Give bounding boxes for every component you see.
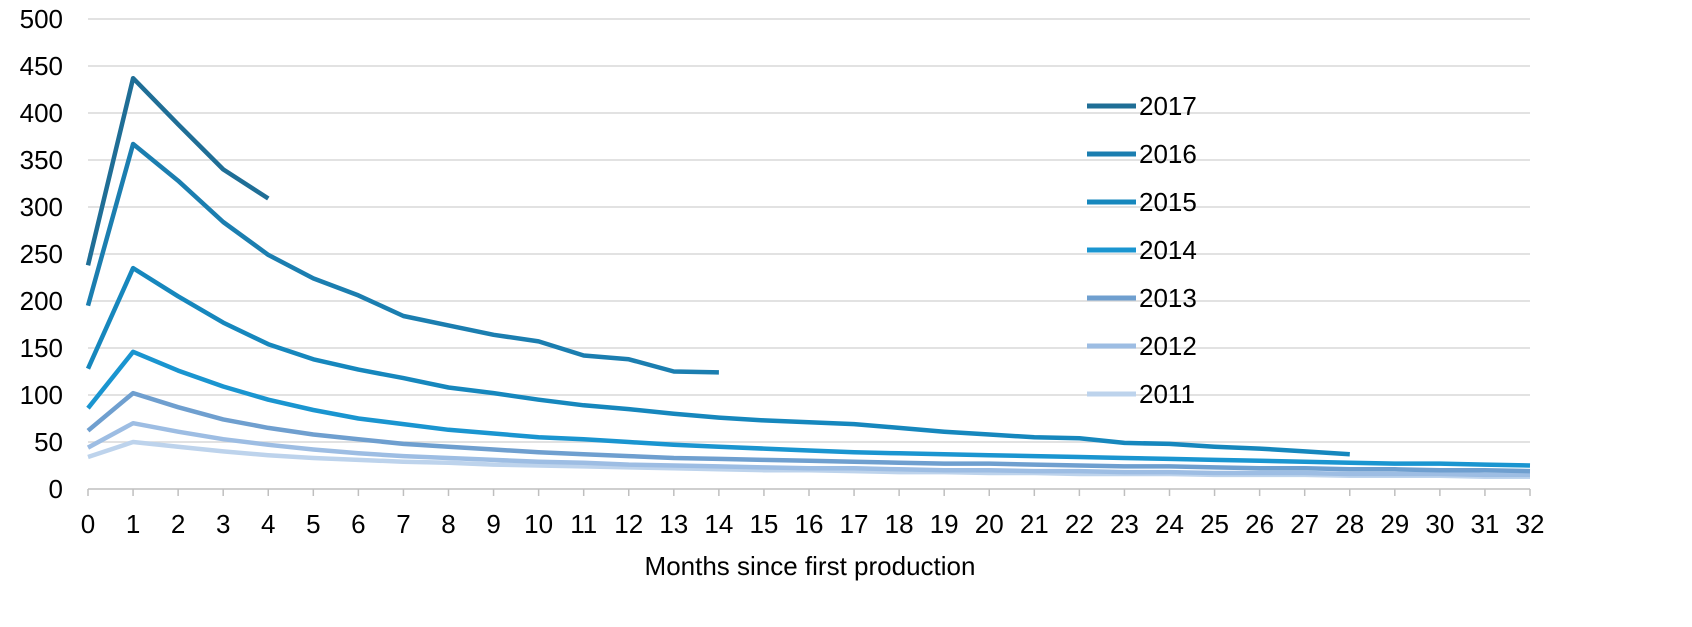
x-tick-label: 24 (1155, 509, 1184, 539)
y-tick-label: 200 (20, 286, 63, 316)
x-tick-label: 11 (570, 509, 597, 539)
series-line-2015 (85, 265, 1350, 457)
legend-label-2015: 2015 (1139, 187, 1197, 217)
x-tick-label: 19 (930, 509, 959, 539)
y-tick-label: 100 (20, 380, 63, 410)
x-tick-label: 18 (885, 509, 914, 539)
y-tick-label: 300 (20, 192, 63, 222)
y-tick-label: 400 (20, 98, 63, 128)
series-lines (85, 75, 1531, 480)
x-tick-label: 31 (1470, 509, 1499, 539)
x-tick-label: 1 (126, 509, 140, 539)
x-tick-label: 16 (795, 509, 824, 539)
x-tick-label: 7 (396, 509, 410, 539)
x-axis-title: Months since first production (645, 551, 976, 581)
y-tick-label: 50 (34, 427, 63, 457)
x-tick-label: 23 (1110, 509, 1139, 539)
x-tick-label: 6 (351, 509, 365, 539)
series-line-2013 (86, 390, 1531, 474)
x-tick-label: 8 (441, 509, 455, 539)
x-tick-label: 14 (704, 509, 733, 539)
x-tick-label: 3 (216, 509, 230, 539)
x-tick-label: 25 (1200, 509, 1229, 539)
x-tick-label: 29 (1380, 509, 1409, 539)
x-tick-label: 15 (749, 509, 778, 539)
legend-label-2011: 2011 (1139, 379, 1195, 409)
legend-label-2013: 2013 (1139, 283, 1197, 313)
x-tick-label: 12 (614, 509, 643, 539)
series-line-2014 (86, 349, 1531, 468)
legend: 2017 2016 2015 2014 2013 2012 2011 (1087, 91, 1197, 409)
x-tick-label: 28 (1335, 509, 1364, 539)
y-tick-label: 500 (20, 4, 63, 34)
x-tick-label: 9 (486, 509, 500, 539)
x-axis-tick-labels: 0 1 2 3 4 5 6 7 8 9 10 11 12 13 14 15 16 17 18 19 20 21 22 23 24… (81, 489, 1545, 539)
x-tick-label: 5 (306, 509, 320, 539)
y-axis-tick-labels: 0 50 100 150 200 250 300 350 400 450 500 (20, 4, 63, 504)
y-tick-label: 150 (20, 333, 63, 363)
x-tick-label: 4 (261, 509, 275, 539)
x-tick-label: 17 (840, 509, 869, 539)
x-tick-label: 32 (1516, 509, 1545, 539)
x-tick-label: 26 (1245, 509, 1274, 539)
legend-label-2016: 2016 (1139, 139, 1197, 169)
x-tick-label: 27 (1290, 509, 1319, 539)
x-tick-label: 30 (1425, 509, 1454, 539)
x-tick-label: 22 (1065, 509, 1094, 539)
y-tick-label: 250 (20, 239, 63, 269)
series-line-2012 (86, 420, 1530, 478)
series-line-2016 (85, 141, 719, 375)
x-tick-label: 0 (81, 509, 95, 539)
x-tick-label: 10 (524, 509, 553, 539)
y-tick-label: 350 (20, 145, 63, 175)
gridlines (88, 18, 1530, 443)
x-tick-label: 21 (1020, 509, 1049, 539)
legend-label-2017: 2017 (1139, 91, 1197, 121)
x-tick-label: 20 (975, 509, 1004, 539)
y-tick-label: 450 (20, 51, 63, 81)
x-tick-label: 13 (659, 509, 688, 539)
legend-label-2012: 2012 (1139, 331, 1197, 361)
series-line-2017 (85, 75, 270, 266)
y-tick-label: 0 (49, 474, 63, 504)
x-tick-label: 2 (171, 509, 185, 539)
legend-label-2014: 2014 (1139, 235, 1197, 265)
